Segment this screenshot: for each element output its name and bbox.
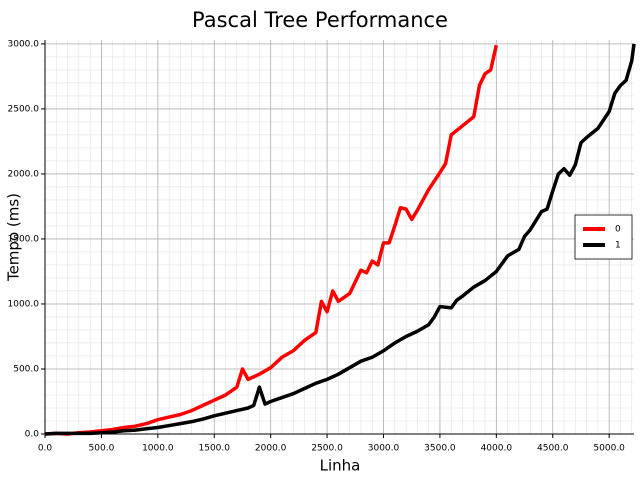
data-line (44, 43, 636, 436)
x-tick-label: 4000.0 (481, 444, 513, 454)
legend-box (574, 214, 633, 260)
x-tick-label: 500.0 (89, 444, 115, 454)
x-tick-label: 3000.0 (368, 444, 400, 454)
legend: 01 (574, 214, 633, 260)
y-tick-label: 500.0 (13, 364, 39, 374)
legend-label: 0 (615, 225, 621, 235)
x-tick-label: 0.0 (38, 444, 53, 454)
y-tick-label: 3000.0 (8, 39, 40, 49)
x-tick-label: 2500.0 (311, 444, 343, 454)
x-tick-label: 1000.0 (142, 444, 174, 454)
x-tick-label: 2000.0 (255, 444, 287, 454)
y-tick-label: 0.0 (25, 430, 40, 440)
y-tick-label: 1500.0 (8, 234, 40, 244)
y-axis-label: Tempo (ms) (5, 193, 23, 282)
chart-title: Pascal Tree Performance (192, 8, 448, 32)
y-tick-label: 2000.0 (8, 169, 40, 179)
x-tick-label: 3500.0 (424, 444, 456, 454)
x-axis-label: Linha (320, 457, 361, 475)
y-tick-label: 1000.0 (8, 299, 40, 309)
x-tick-label: 5000.0 (593, 444, 625, 454)
legend-label: 1 (615, 241, 621, 251)
x-tick-label: 4500.0 (537, 444, 569, 454)
y-tick-label: 2500.0 (8, 104, 40, 114)
x-tick-label: 1500.0 (199, 444, 231, 454)
data-line (44, 44, 499, 436)
